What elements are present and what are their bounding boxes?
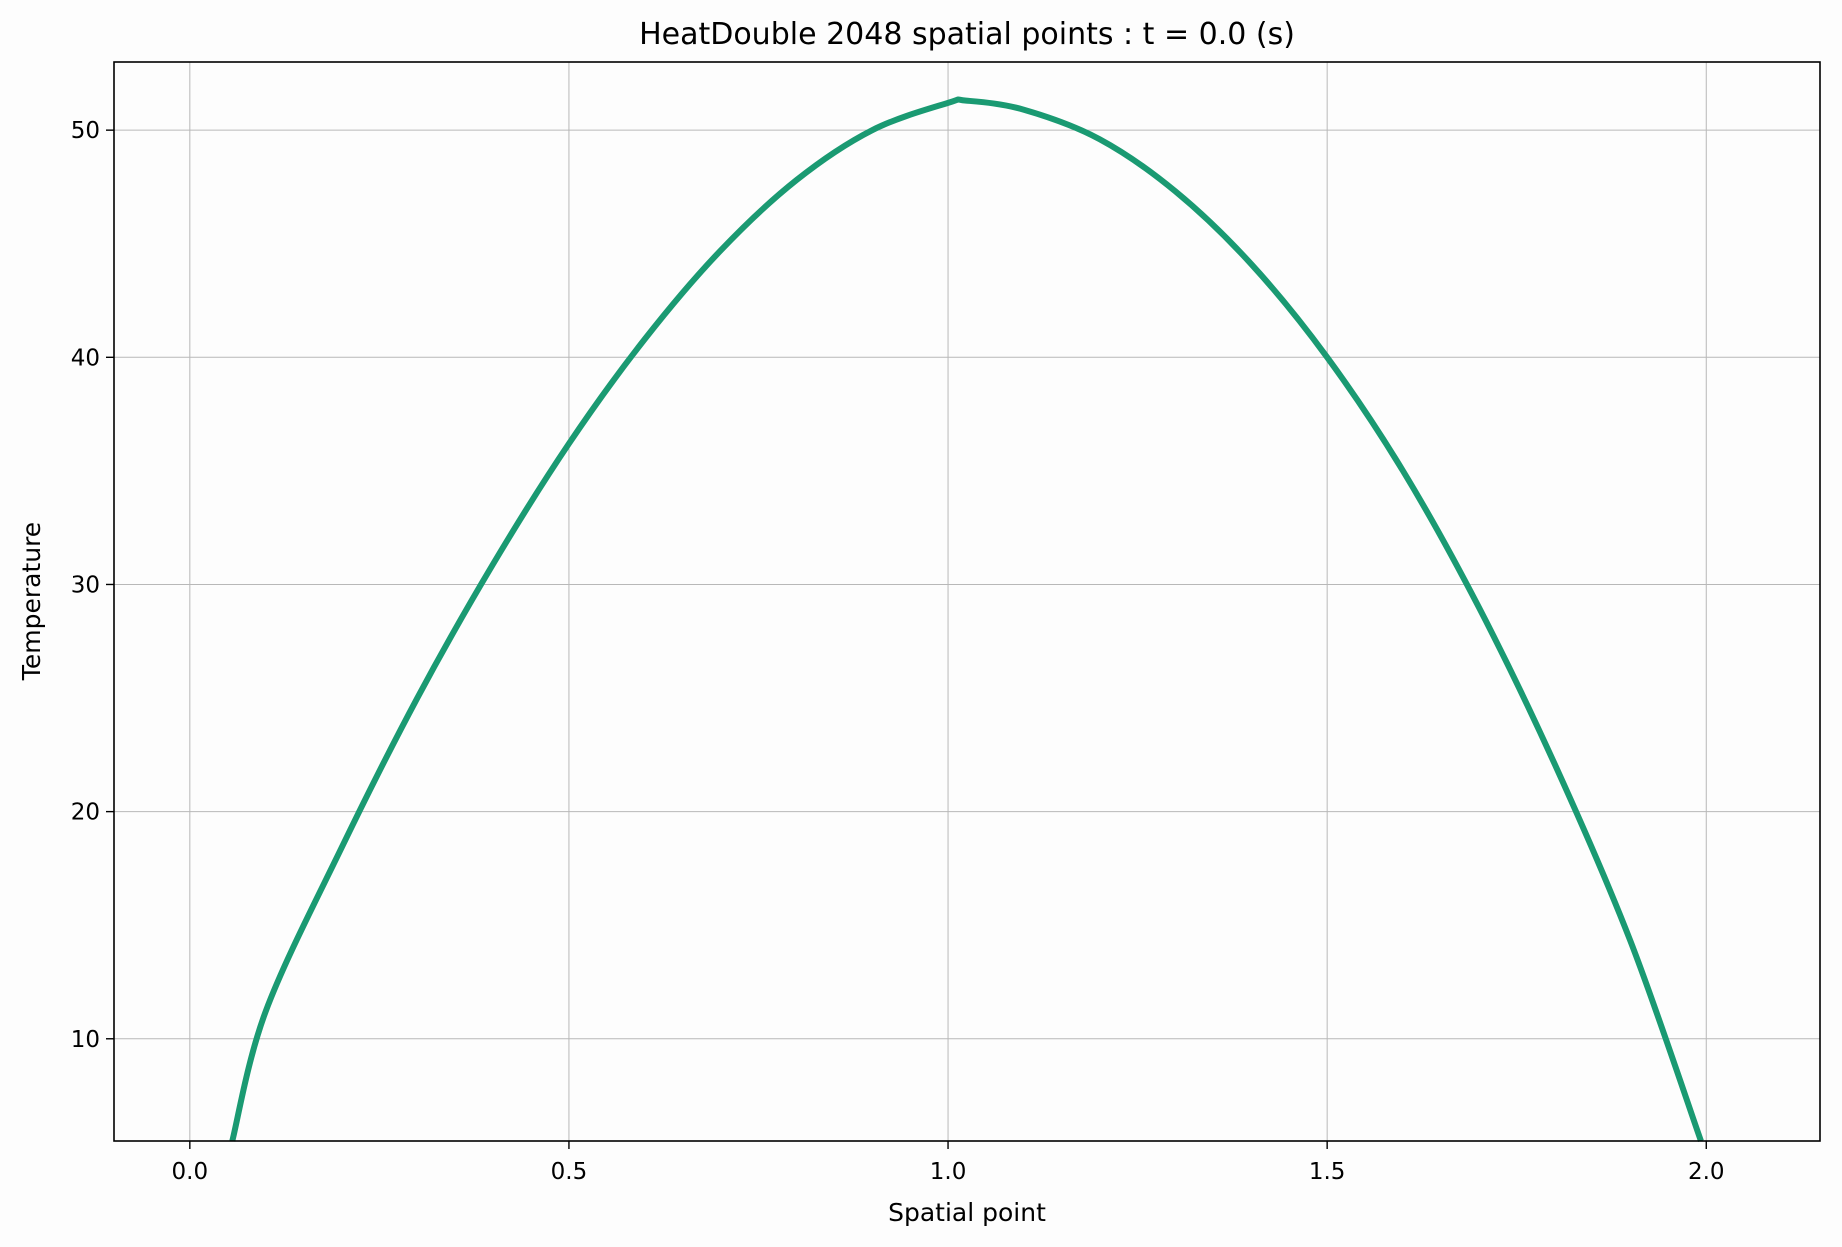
axis-ticks: 0.0 0.5 1.0 1.5 2.0 10 20 30 40 50 — [71, 118, 1725, 1185]
y-tick-label: 40 — [71, 345, 100, 371]
x-tick-label: 1.5 — [1309, 1159, 1346, 1185]
y-tick-label: 30 — [71, 572, 100, 598]
y-axis-label: Temperature — [17, 522, 46, 681]
data-series — [229, 96, 1704, 1142]
y-tick-label: 50 — [71, 118, 100, 144]
x-tick-label: 1.0 — [930, 1159, 967, 1185]
plot-frame — [113, 61, 1821, 1142]
grid-lines — [114, 62, 1820, 1141]
y-tick-label: 10 — [71, 1027, 100, 1053]
chart-title: HeatDouble 2048 spatial points : t = 0.0… — [639, 17, 1295, 52]
y-tick-label: 20 — [71, 800, 100, 826]
x-tick-label: 2.0 — [1688, 1159, 1725, 1185]
x-axis-label: Spatial point — [888, 1198, 1046, 1227]
x-tick-label: 0.5 — [551, 1159, 588, 1185]
series-line — [229, 96, 1704, 1142]
x-tick-label: 0.0 — [172, 1159, 209, 1185]
plot-background — [114, 62, 1820, 1141]
